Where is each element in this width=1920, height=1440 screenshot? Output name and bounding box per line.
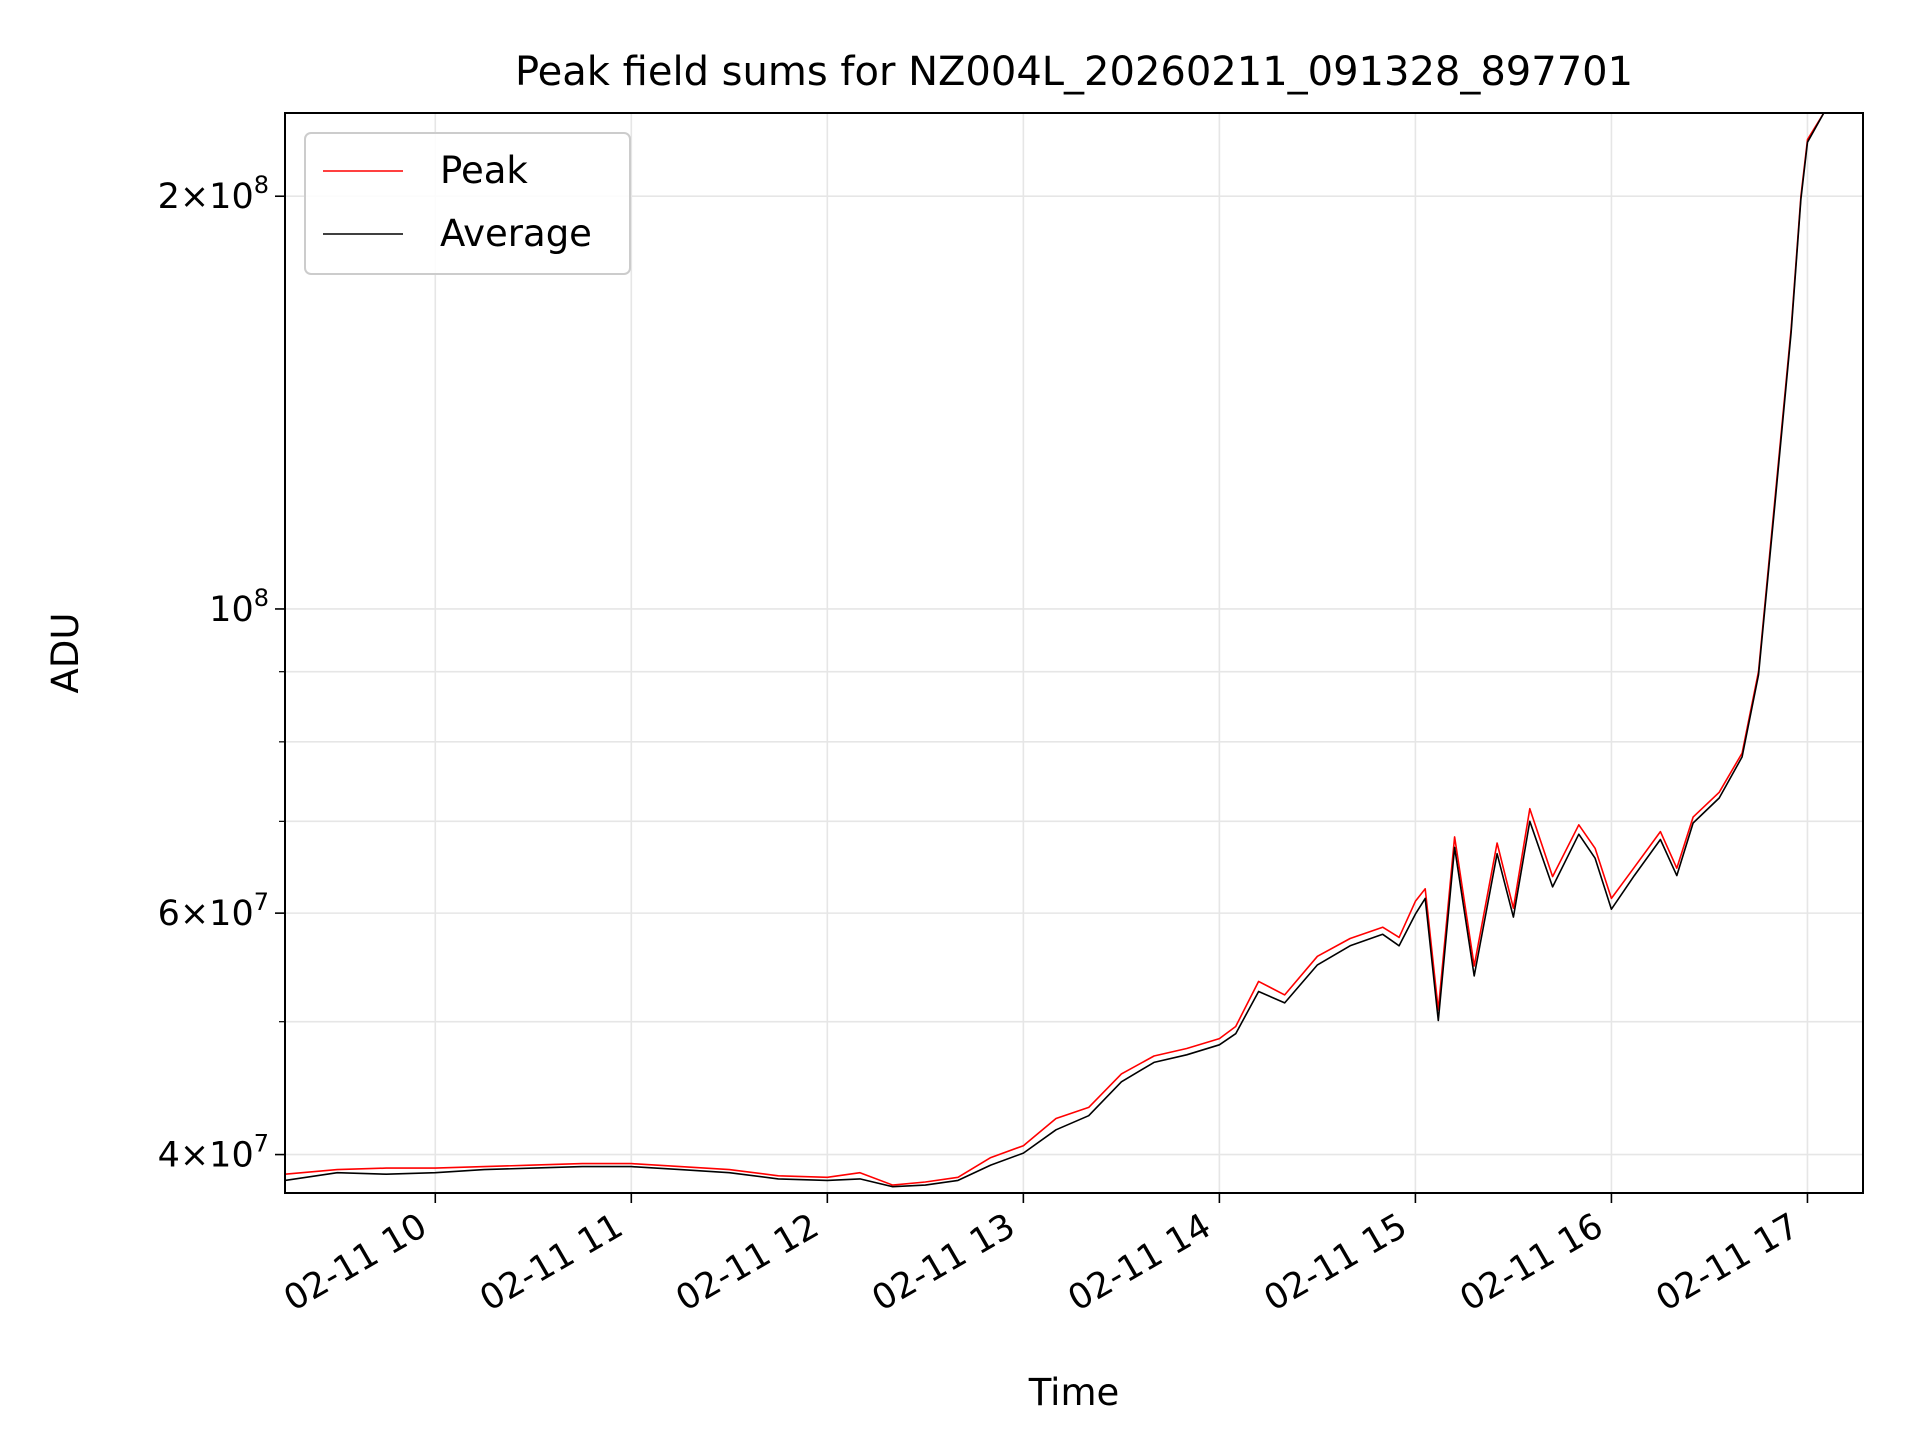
legend-label-average: Average — [440, 212, 592, 255]
legend: Peak Average — [304, 132, 631, 275]
series-line-peak — [285, 113, 1863, 1186]
legend-box — [304, 132, 631, 275]
legend-label-peak: Peak — [440, 149, 528, 192]
y-axis: 4×107 6×107 108 2×108 — [158, 171, 285, 1176]
grid — [285, 113, 1863, 1193]
x-axis-label: Time — [1028, 1371, 1120, 1414]
y-tick-label: 108 — [209, 584, 269, 630]
y-tick-label: 2×108 — [158, 171, 269, 217]
y-tick-label: 4×107 — [158, 1130, 269, 1176]
plot-frame — [284, 112, 1864, 1194]
series-line-average — [285, 113, 1863, 1188]
chart-title: Peak field sums for NZ004L_20260211_0913… — [515, 49, 1633, 95]
plot-series — [285, 113, 1863, 1188]
y-tick-label: 6×107 — [158, 888, 269, 934]
y-axis-label: ADU — [44, 613, 87, 694]
